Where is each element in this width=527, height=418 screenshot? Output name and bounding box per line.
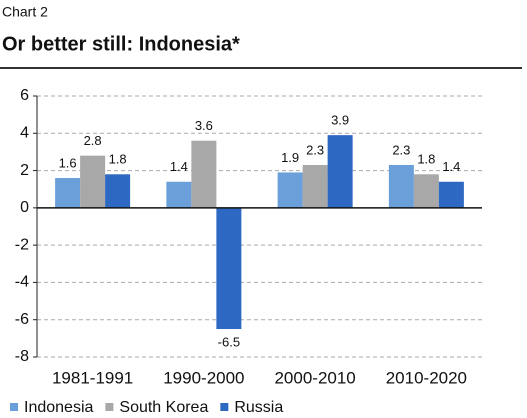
y-tick-label: 6 <box>20 87 29 104</box>
bar <box>105 174 131 208</box>
bar <box>413 174 439 208</box>
chart-title: Or better still: Indonesia* <box>2 33 240 55</box>
bar <box>388 164 414 208</box>
y-tick-label: -6 <box>15 311 29 328</box>
x-tick-label: 1981-1991 <box>52 368 133 387</box>
bar <box>438 181 464 208</box>
bar <box>80 155 106 208</box>
x-tick-label: 2010-2020 <box>386 368 467 387</box>
y-tick-label: -8 <box>15 348 29 365</box>
data-label: -6.5 <box>218 334 240 349</box>
bar <box>302 164 328 208</box>
bar <box>55 178 81 208</box>
data-label: 1.4 <box>170 159 188 174</box>
x-tick-label: 2000-2010 <box>274 368 355 387</box>
data-label: 2.8 <box>84 133 102 148</box>
data-label: 1.8 <box>417 152 435 167</box>
data-label: 3.6 <box>195 118 213 133</box>
y-tick-label: 4 <box>20 125 29 142</box>
bar <box>191 140 217 208</box>
legend-label: Indonesia <box>24 399 93 416</box>
bar <box>216 207 242 330</box>
legend-swatch <box>220 403 229 411</box>
legend-label: South Korea <box>119 399 208 416</box>
data-label: 2.3 <box>392 142 410 157</box>
data-label: 1.9 <box>281 150 299 165</box>
data-label: 3.9 <box>331 113 349 128</box>
data-label: 1.6 <box>59 155 77 170</box>
data-label: 1.4 <box>442 159 460 174</box>
y-tick-label: 2 <box>20 162 29 179</box>
y-tick-label: 0 <box>20 199 29 216</box>
y-tick-label: -2 <box>15 236 29 253</box>
legend-swatch <box>10 403 18 411</box>
data-label: 2.3 <box>306 142 324 157</box>
bar <box>277 172 303 208</box>
bar <box>327 135 353 208</box>
y-tick-label: -4 <box>15 274 29 291</box>
bar <box>166 181 192 208</box>
data-label: 1.8 <box>109 152 127 167</box>
chart-kicker: Chart 2 <box>2 4 48 20</box>
legend-swatch <box>105 403 114 411</box>
x-tick-label: 1990-2000 <box>163 368 244 387</box>
legend-label: Russia <box>234 399 283 416</box>
